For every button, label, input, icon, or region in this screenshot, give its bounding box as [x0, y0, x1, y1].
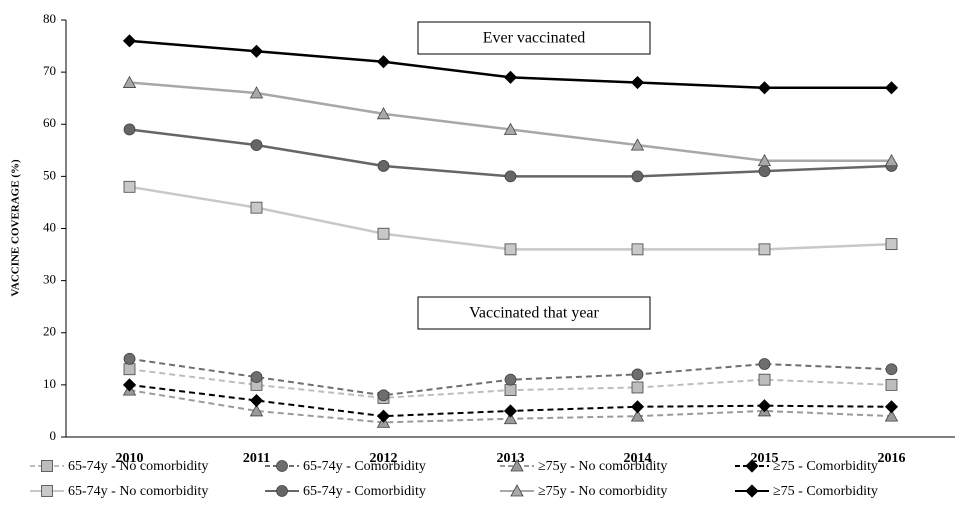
marker — [122, 378, 137, 392]
y-tick-label: 60 — [43, 115, 56, 130]
annotation-box — [417, 21, 651, 55]
y-axis-label: VACCINE COVERAGE (%) — [10, 159, 22, 297]
marker — [757, 153, 772, 167]
marker — [377, 160, 390, 172]
y-tick-label: 10 — [43, 376, 56, 391]
legend-label: 65-74y - Comorbidity — [303, 484, 426, 499]
y-tick-label: 40 — [43, 219, 56, 234]
marker — [123, 352, 136, 365]
x-tick-label: 2015 — [751, 451, 779, 466]
legend-label: ≥75y - No comorbidity — [538, 484, 667, 499]
legend-label: 65-74y - No comorbidity — [68, 484, 208, 499]
marker — [376, 55, 391, 69]
marker — [250, 201, 263, 214]
marker — [503, 122, 518, 135]
y-tick-label: 0 — [50, 428, 57, 443]
series-line — [129, 128, 892, 178]
marker — [745, 459, 759, 473]
marker — [885, 238, 898, 251]
y-tick-label: 50 — [43, 167, 56, 182]
x-tick-label: 2010 — [116, 451, 144, 466]
marker — [757, 399, 772, 413]
y-tick-label: 70 — [43, 63, 56, 78]
marker — [510, 484, 524, 497]
marker — [757, 81, 772, 95]
marker — [631, 243, 644, 256]
marker — [276, 485, 288, 497]
marker — [122, 75, 137, 88]
marker — [376, 409, 391, 423]
marker — [631, 170, 644, 183]
marker — [503, 411, 518, 425]
marker — [630, 75, 645, 90]
x-tick-label: 2011 — [243, 451, 270, 466]
y-tick-label: 30 — [43, 272, 56, 287]
marker — [123, 363, 136, 376]
marker — [123, 123, 136, 136]
y-tick-label: 80 — [43, 11, 56, 26]
legend-label: 65-74y - No comorbidity — [68, 459, 208, 474]
marker — [758, 243, 771, 256]
marker — [377, 227, 390, 240]
x-tick-label: 2016 — [878, 451, 906, 466]
marker — [884, 400, 899, 414]
marker — [758, 373, 771, 386]
marker — [377, 389, 390, 402]
marker — [885, 378, 898, 391]
marker — [250, 139, 263, 152]
annotation-box — [417, 296, 651, 330]
marker — [758, 358, 771, 370]
legend-label: 65-74y - Comorbidity — [303, 459, 426, 474]
marker — [249, 404, 264, 417]
marker — [503, 404, 518, 418]
marker — [758, 165, 771, 178]
marker — [504, 170, 517, 183]
legend-label: ≥75 - Comorbidity — [773, 459, 878, 474]
marker — [885, 363, 898, 376]
marker — [745, 484, 759, 498]
legend-label: ≥75y - No comorbidity — [538, 459, 667, 474]
marker — [630, 138, 645, 151]
marker — [884, 409, 899, 422]
annotation: Vaccinated that year — [469, 305, 599, 322]
annotation: Ever vaccinated — [483, 30, 586, 47]
marker — [504, 243, 517, 256]
marker — [249, 86, 264, 99]
marker — [41, 460, 53, 472]
series-line — [129, 81, 892, 162]
marker — [122, 34, 137, 48]
x-tick-label: 2014 — [624, 451, 652, 466]
marker — [884, 153, 899, 167]
marker — [503, 70, 518, 84]
marker — [249, 393, 264, 408]
marker — [630, 400, 645, 414]
x-tick-label: 2012 — [370, 451, 398, 466]
marker — [249, 44, 264, 58]
marker — [884, 81, 899, 95]
series-line — [129, 185, 892, 251]
marker — [123, 180, 136, 193]
x-tick-label: 2013 — [497, 451, 525, 466]
marker — [630, 409, 645, 422]
marker — [250, 371, 263, 383]
marker — [631, 381, 644, 394]
marker — [510, 459, 524, 472]
marker — [376, 106, 391, 120]
legend-label: ≥75 - Comorbidity — [773, 484, 878, 499]
marker — [504, 373, 517, 386]
marker — [504, 384, 517, 396]
y-tick-label: 20 — [43, 324, 56, 339]
marker — [276, 460, 288, 472]
marker — [631, 368, 644, 381]
marker — [41, 485, 53, 497]
